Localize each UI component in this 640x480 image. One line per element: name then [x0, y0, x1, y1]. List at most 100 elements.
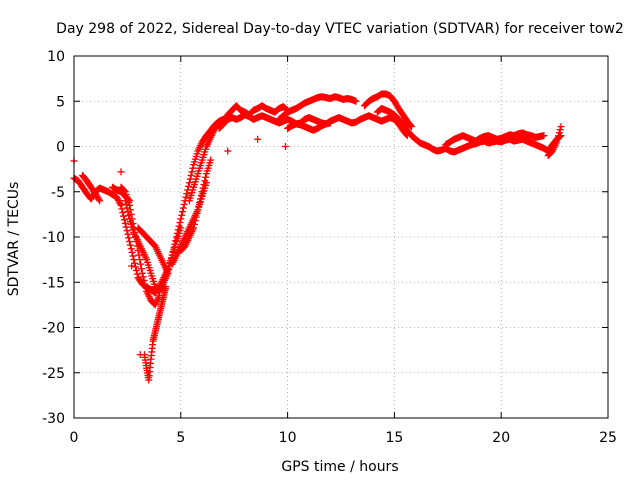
data-point: [554, 132, 562, 140]
data-point: [138, 269, 146, 277]
data-point: [199, 184, 207, 192]
data-point: [201, 177, 209, 185]
data-point: [194, 206, 202, 214]
data-point: [124, 230, 132, 238]
x-axis-label: GPS time / hours: [281, 459, 398, 475]
data-point: [553, 138, 561, 146]
data-point: [178, 211, 186, 219]
x-tick-label: 25: [599, 430, 617, 446]
data-point: [555, 129, 563, 137]
grid: [74, 56, 608, 418]
data-point: [198, 188, 206, 196]
data-point: [124, 208, 132, 216]
data-point: [95, 195, 103, 203]
data-point: [197, 191, 205, 199]
data-point: [127, 245, 135, 253]
data-point: [120, 216, 128, 224]
data-point: [373, 93, 381, 101]
data-point: [540, 132, 548, 140]
data-point: [122, 223, 130, 231]
data-point: [162, 283, 170, 291]
data-point: [407, 123, 415, 131]
data-point: [183, 190, 191, 198]
x-tick-label: 0: [70, 430, 79, 446]
data-point: [179, 204, 187, 212]
x-tick-label: 5: [176, 430, 185, 446]
data-point: [139, 273, 147, 281]
axis-ticks: 0 5 10 15 20 25 -30 -25 -20 -15 -10 -5 0 5 10: [42, 49, 617, 446]
y-tick-label: -25: [42, 366, 65, 382]
data-point: [140, 276, 148, 284]
data-point: [190, 224, 198, 232]
y-tick-label: -20: [42, 321, 65, 337]
data-point: [556, 126, 564, 134]
data-point: [122, 200, 130, 208]
data-point: [352, 97, 360, 105]
data-point: [188, 168, 196, 176]
data-point: [195, 202, 203, 210]
data-point: [128, 262, 136, 270]
data-point: [125, 211, 133, 219]
data-point: [186, 175, 194, 183]
data-point: [192, 213, 200, 221]
data-point: [123, 227, 131, 235]
x-tick-label: 15: [385, 430, 403, 446]
data-point: [121, 219, 129, 227]
data-point: [120, 212, 128, 220]
data-point: [96, 197, 104, 205]
data-point: [123, 204, 131, 212]
data-point: [125, 234, 133, 242]
data-point: [126, 241, 134, 249]
data-point: [133, 270, 141, 278]
data-point: [196, 199, 204, 207]
y-tick-label: 5: [56, 94, 65, 110]
data-point: [202, 173, 210, 181]
data-point: [136, 351, 144, 359]
data-point: [191, 217, 199, 225]
data-point: [126, 238, 134, 246]
data-point: [557, 123, 565, 131]
data-point: [189, 164, 197, 172]
data-point: [130, 256, 138, 264]
data-point: [142, 284, 150, 292]
x-tick-label: 10: [279, 430, 297, 446]
data-point: [184, 182, 192, 190]
data-point: [207, 156, 215, 164]
data-point: [118, 205, 126, 213]
data-point: [176, 219, 184, 227]
data-point: [126, 197, 134, 205]
data-point: [196, 195, 204, 203]
data-point: [119, 209, 127, 217]
x-tick-label: 20: [492, 430, 510, 446]
y-tick-label: -15: [42, 275, 65, 291]
data-point: [136, 256, 144, 264]
data-point: [182, 193, 190, 201]
data-point: [281, 143, 289, 150]
y-tick-label: 0: [56, 140, 65, 156]
data-point: [132, 263, 140, 271]
data-point: [254, 135, 262, 143]
data-point: [117, 201, 125, 209]
data-point: [135, 251, 143, 259]
data-point: [407, 122, 415, 130]
data-point: [200, 181, 208, 189]
data-point: [187, 171, 195, 179]
data-point: [177, 215, 185, 223]
data-point: [179, 208, 187, 216]
data-point: [326, 119, 334, 127]
data-point: [137, 265, 145, 273]
y-axis-label: SDTVAR / TECUs: [6, 182, 22, 297]
data-point: [128, 248, 136, 256]
data-point: [190, 220, 198, 228]
y-tick-label: -30: [42, 411, 65, 427]
data-point: [164, 269, 172, 277]
data-point: [185, 179, 193, 187]
y-tick-label: -5: [51, 185, 65, 201]
data-point: [224, 147, 232, 155]
data-point: [132, 266, 140, 274]
data-point: [141, 280, 149, 288]
data-point: [125, 196, 133, 204]
data-point: [554, 135, 562, 143]
data-point: [180, 200, 188, 208]
